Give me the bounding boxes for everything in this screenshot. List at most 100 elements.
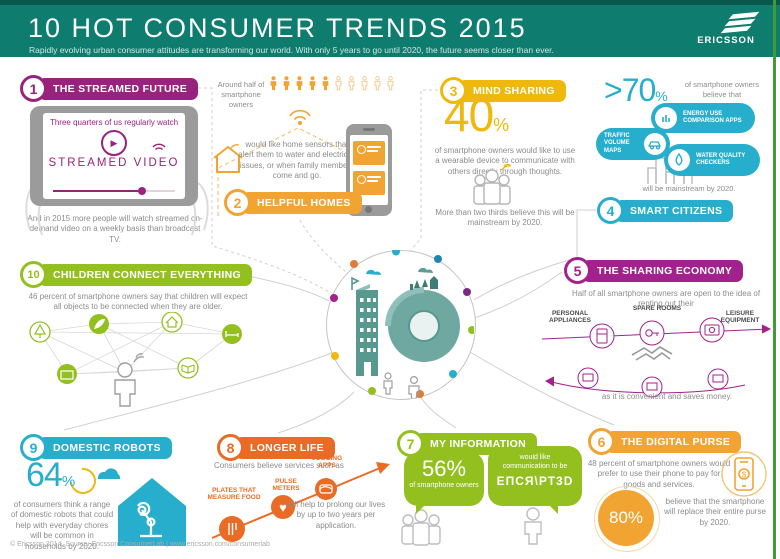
badge-label: THE DIGITAL PURSE (606, 430, 742, 453)
badge-label: MIND SHARING (458, 79, 566, 102)
smart-citizens-stat: >70% (604, 72, 668, 109)
bubble-water-checkers: WATER QUALITY CHECKERS (664, 144, 760, 176)
connected-objects-network (29, 312, 242, 407)
streamed-video-label: STREAMED VIDEO (48, 157, 180, 169)
header-banner: 10 HOT CONSUMER TRENDS 2015 Rapidly evol… (0, 0, 780, 57)
badge-my-information: 7 MY INFORMATION (397, 430, 537, 457)
svg-text:$: $ (742, 471, 747, 480)
bubble-energy-apps: ENERGY USE COMPARISON APPS (651, 103, 755, 133)
bubble-label: ENERGY USE COMPARISON APPS (683, 110, 742, 124)
mind-sharing-body: of smartphone owners would like to use a… (434, 146, 576, 176)
sharing-economy-caption: as it is convenient and saves money. (601, 392, 733, 401)
longer-life-caption: will help to prolong our lives by up to … (286, 500, 386, 530)
badge-number: 2 (224, 189, 251, 216)
bubble-56-percent: 56% of smartphone owners (404, 452, 484, 506)
page-title: 10 HOT CONSUMER TRENDS 2015 (28, 13, 527, 43)
badge-label: DOMESTIC ROBOTS (38, 436, 172, 459)
item-leisure-equipment: LEISURE EQUIPMENT (720, 310, 760, 325)
badge-longer-life: 8 LONGER LIFE (217, 434, 335, 461)
badge-helpful-homes: 2 HELPFUL HOMES (224, 189, 362, 216)
person-icon (348, 76, 355, 91)
stat-value: 56% (421, 456, 467, 481)
person-icon (361, 76, 368, 91)
bubble-lead: would like communication to be (502, 454, 568, 470)
smart-citizens-lead: of smartphone owners believe that (684, 80, 760, 99)
phone-payment-icon: $ (721, 451, 767, 497)
item-spare-rooms: SPARE ROOMS (632, 305, 682, 312)
car-icon (644, 133, 666, 155)
person-icon (296, 76, 303, 91)
people-group-icon (473, 164, 512, 205)
streamed-future-caption: And in 2015 more people will watch strea… (27, 214, 203, 244)
video-progress-bar (53, 187, 175, 195)
footer-credit: © Ericsson 2014. Source: Ericsson Consum… (10, 541, 270, 548)
smart-home-icon (213, 144, 243, 173)
energy-meter-icon (655, 107, 677, 129)
home-button (365, 206, 372, 213)
smart-citizens-caption: will be mainstream by 2020. (642, 184, 736, 193)
people-row (268, 76, 396, 91)
notification-card (353, 171, 385, 195)
right-border (773, 0, 776, 559)
bubble-label: WATER QUALITY CHECKERS (696, 152, 746, 166)
person-icon (309, 76, 316, 91)
badge-label: MY INFORMATION (415, 432, 537, 455)
digital-purse-caption: believe that the smartphone will replace… (664, 497, 766, 527)
wifi-icon (152, 143, 166, 151)
person-icon (322, 76, 329, 91)
badge-children-connect: 10 CHILDREN CONNECT EVERYTHING (20, 261, 252, 288)
domestic-robots-stat: 64% (26, 456, 75, 495)
badge-label: CHILDREN CONNECT EVERYTHING (38, 263, 252, 286)
mind-sharing-caption: More than two thirds believe this will b… (435, 208, 575, 228)
badge-label: THE STREAMED FUTURE (38, 77, 199, 100)
tablet-screen: Three quarters of us regularly watch ▶ S… (43, 113, 185, 199)
stat-unit: % (655, 88, 667, 104)
badge-mind-sharing: 3 MIND SHARING (440, 77, 566, 104)
badge-label: THE SHARING ECONOMY (582, 259, 744, 282)
stat-unit: % (61, 473, 75, 490)
tablet-illustration: Three quarters of us regularly watch ▶ S… (30, 106, 198, 206)
person-icon (374, 76, 381, 91)
person-icon (335, 76, 342, 91)
big-ten-city-graphic (330, 250, 474, 398)
progress-handle (138, 187, 147, 195)
phone-speaker (363, 128, 375, 131)
item-personal-appliances: PERSONAL APPLIANCES (549, 310, 591, 325)
page-subtitle: Rapidly evolving urban consumer attitude… (29, 45, 554, 55)
text-line (367, 150, 378, 152)
smartphone-illustration (346, 124, 392, 216)
text-line (367, 180, 378, 182)
badge-number: 4 (597, 197, 624, 224)
person-icon (524, 507, 542, 545)
stat-ring (594, 486, 660, 552)
wifi-icon (289, 109, 311, 125)
stat-value: 64 (26, 456, 63, 494)
encrypted-word: ЕПСЯ\РТ3D (496, 473, 574, 488)
longer-life-lead: Consumers believe services such as (214, 461, 344, 470)
badge-number: 1 (20, 75, 47, 102)
robot-house-icon (118, 478, 186, 546)
item-pulse-meters: PULSE METERS (272, 478, 300, 493)
sharing-flow-diagram (541, 317, 772, 398)
badge-streamed-future: 1 THE STREAMED FUTURE (20, 75, 199, 102)
water-drop-icon (668, 149, 690, 171)
cloud-icon (97, 468, 121, 479)
svg-text:♥: ♥ (279, 500, 287, 515)
badge-label: HELPFUL HOMES (242, 191, 362, 214)
badge-number: 10 (20, 261, 47, 288)
bubble-tail (416, 504, 426, 514)
badge-number: 3 (440, 77, 467, 104)
bubble-traffic-maps: TRAFFIC VOLUME MAPS (596, 128, 670, 160)
person-icon (270, 76, 277, 91)
item-jogging-apps: JOGGING APPS (311, 455, 343, 470)
play-icon: ▶ (101, 130, 127, 156)
bubble-label: TRAFFIC VOLUME MAPS (604, 133, 630, 154)
alert-icon (357, 145, 366, 154)
domestic-robots-body: of consumers think a range of domestic r… (10, 500, 114, 551)
badge-label: LONGER LIFE (235, 436, 335, 459)
badge-number: 6 (588, 428, 615, 455)
progress-fill (53, 190, 141, 192)
stat-value: >70 (604, 72, 656, 108)
badge-number: 9 (20, 434, 47, 461)
